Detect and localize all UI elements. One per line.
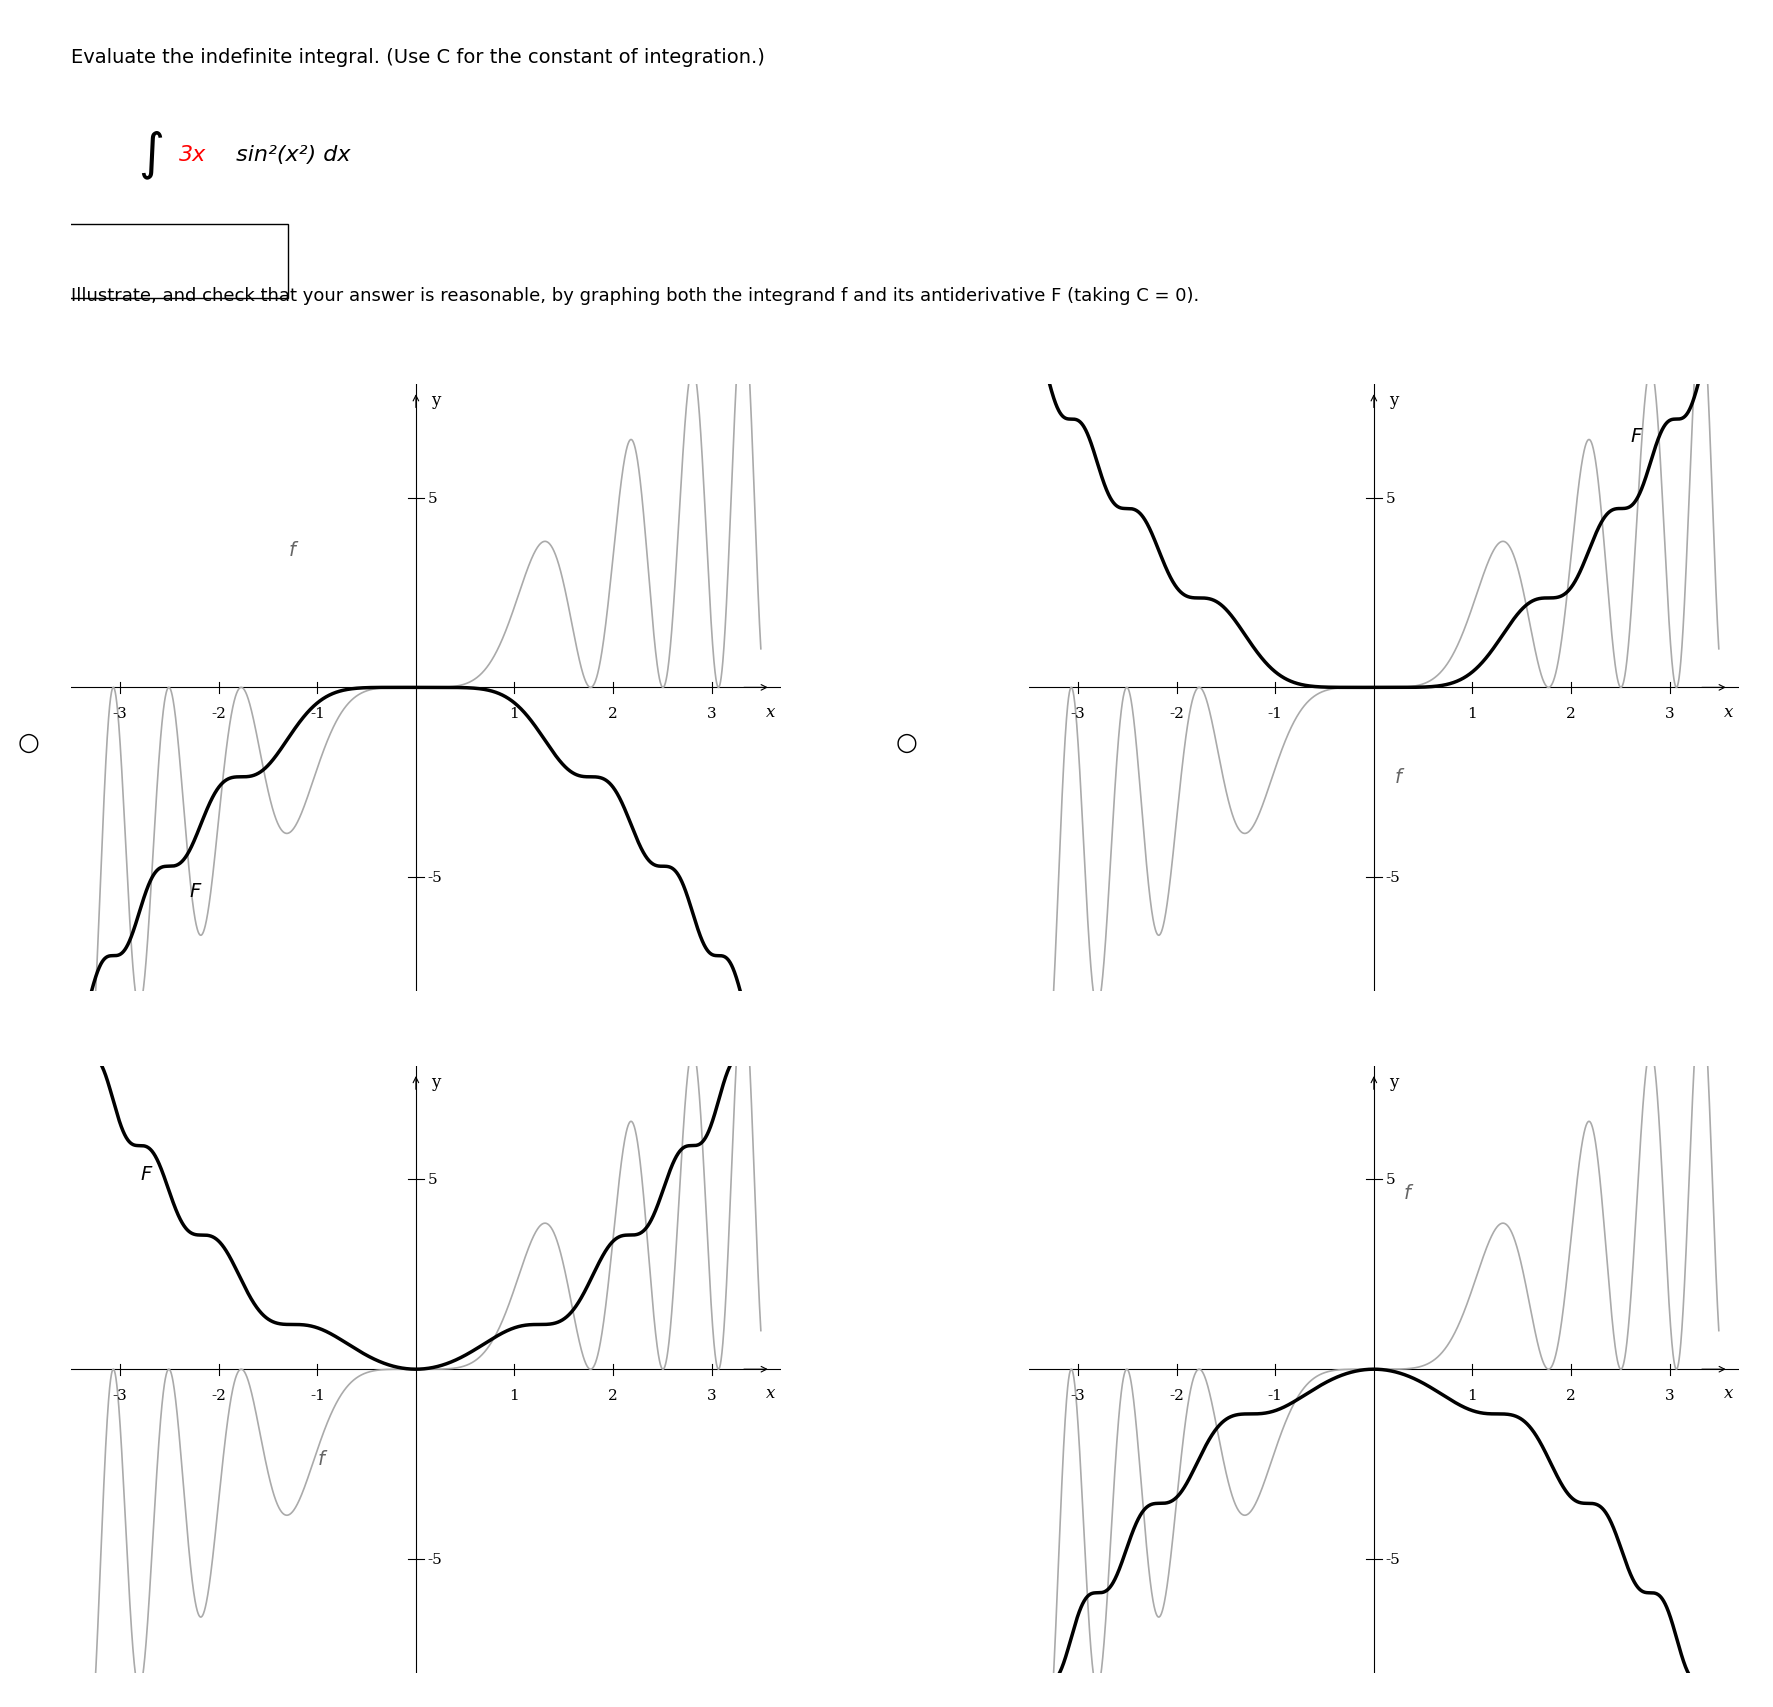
Text: x: x — [766, 703, 775, 720]
Text: y: y — [1388, 393, 1397, 410]
Text: -2: -2 — [1168, 1388, 1184, 1403]
Text: 1: 1 — [509, 1388, 519, 1403]
Text: -1: -1 — [1268, 1388, 1282, 1403]
Text: 1: 1 — [1466, 707, 1477, 720]
FancyBboxPatch shape — [55, 225, 287, 299]
Text: ○: ○ — [895, 731, 917, 754]
Text: $F$: $F$ — [140, 1166, 152, 1183]
Text: -2: -2 — [211, 707, 227, 720]
Text: x: x — [1723, 1384, 1732, 1401]
Text: -1: -1 — [1268, 707, 1282, 720]
Text: -1: -1 — [310, 707, 324, 720]
Text: 3: 3 — [706, 1388, 716, 1403]
Text: -3: -3 — [113, 1388, 128, 1403]
Text: $f$: $f$ — [287, 539, 300, 560]
Text: -5: -5 — [1385, 871, 1399, 884]
Text: 2: 2 — [608, 1388, 617, 1403]
Text: -5: -5 — [427, 1552, 441, 1565]
Text: -5: -5 — [427, 871, 441, 884]
Text: 1: 1 — [509, 707, 519, 720]
Text: x: x — [766, 1384, 775, 1401]
Text: -3: -3 — [1071, 1388, 1085, 1403]
Text: 5: 5 — [1385, 492, 1395, 505]
Text: y: y — [431, 1074, 440, 1091]
Text: $F$: $F$ — [1629, 427, 1642, 446]
Text: Evaluate the indefinite integral. (Use C for the constant of integration.): Evaluate the indefinite integral. (Use C… — [71, 48, 764, 67]
Text: y: y — [431, 393, 440, 410]
Text: Illustrate, and check that your answer is reasonable, by graphing both the integ: Illustrate, and check that your answer i… — [71, 287, 1199, 304]
Text: -3: -3 — [113, 707, 128, 720]
Text: 3x: 3x — [179, 145, 206, 164]
Text: $F$: $F$ — [190, 883, 202, 901]
Text: $f$: $f$ — [1394, 768, 1404, 787]
Text: y: y — [1388, 1074, 1397, 1091]
Text: $f$: $f$ — [1402, 1183, 1413, 1203]
Text: ○: ○ — [18, 731, 39, 754]
Text: 3: 3 — [706, 707, 716, 720]
Text: 2: 2 — [608, 707, 617, 720]
Text: 5: 5 — [1385, 1173, 1395, 1186]
Text: 3: 3 — [1663, 1388, 1674, 1403]
Text: -2: -2 — [211, 1388, 227, 1403]
Text: x: x — [1723, 703, 1732, 720]
Text: 1: 1 — [1466, 1388, 1477, 1403]
Text: sin²(x²) dx: sin²(x²) dx — [229, 145, 351, 164]
Text: $f$: $f$ — [317, 1449, 328, 1468]
Text: 2: 2 — [1566, 1388, 1574, 1403]
Text: 5: 5 — [427, 1173, 438, 1186]
Text: 5: 5 — [427, 492, 438, 505]
Text: -1: -1 — [310, 1388, 324, 1403]
Text: 2: 2 — [1566, 707, 1574, 720]
Text: -5: -5 — [1385, 1552, 1399, 1565]
Text: 3: 3 — [1663, 707, 1674, 720]
Text: -2: -2 — [1168, 707, 1184, 720]
Text: ∫: ∫ — [138, 131, 163, 179]
Text: -3: -3 — [1071, 707, 1085, 720]
